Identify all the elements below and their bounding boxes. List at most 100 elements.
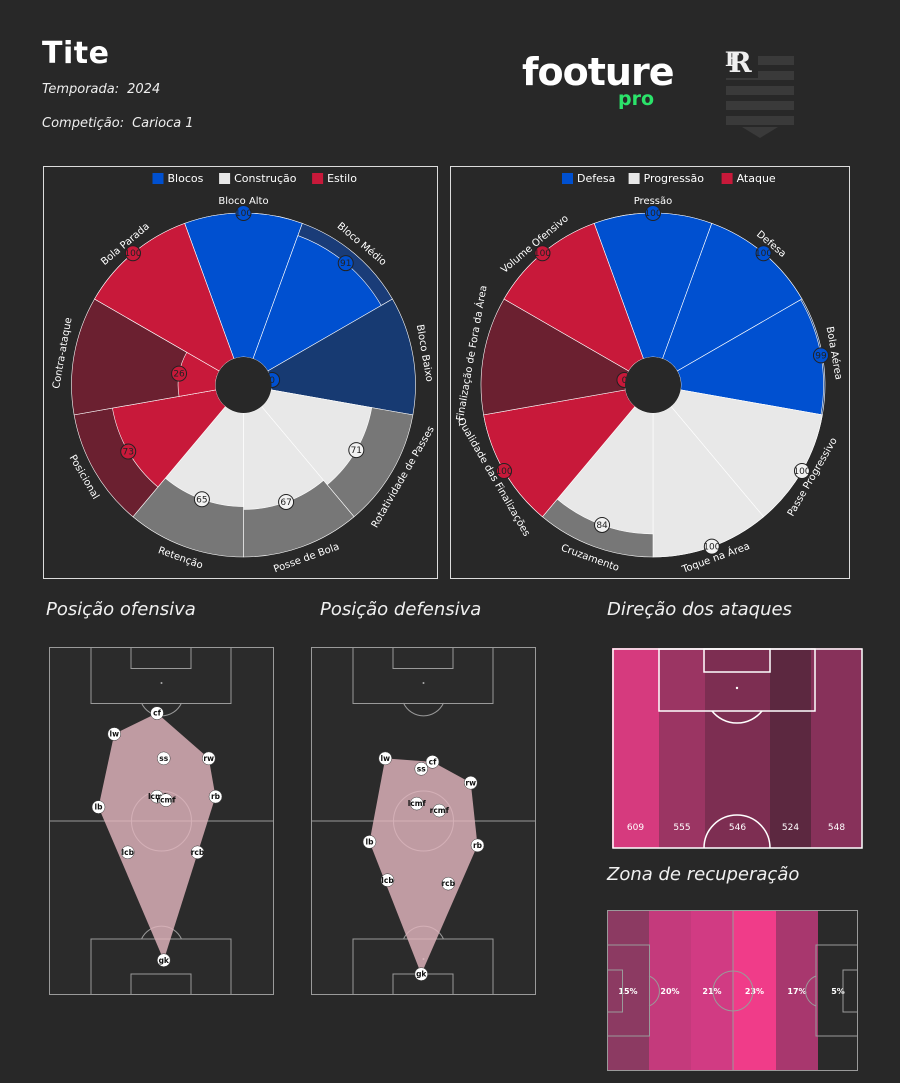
recovery-zone-value: 17%	[787, 987, 806, 996]
category-label: Bloco Baixo	[414, 324, 435, 383]
attack-lane	[770, 648, 811, 848]
player-marker	[414, 967, 428, 981]
attack-lane-value: 555	[673, 823, 690, 833]
value-marker	[193, 491, 210, 508]
recovery-zone-value: 21%	[702, 987, 721, 996]
attack-direction-chart: 609 555 546 524 548	[612, 648, 863, 849]
player-label: lw	[381, 754, 391, 763]
recovery-zone	[691, 910, 733, 1071]
section-title-recovery: Zona de recuperação	[607, 864, 800, 885]
player-label: cf	[153, 709, 161, 718]
recovery-zone	[818, 910, 858, 1071]
value-label: 100	[644, 209, 661, 219]
player-label: rb	[211, 792, 221, 801]
team-shape-hull	[98, 713, 216, 961]
section-title-defensive: Posição defensiva	[320, 599, 482, 620]
player-label: rb	[473, 841, 483, 850]
category-label: Pressão	[634, 196, 673, 207]
season-value: 2024	[127, 82, 161, 97]
value-marker	[171, 365, 188, 382]
season-label: Temporada:	[42, 82, 120, 97]
top-penalty-spot	[160, 682, 163, 684]
value-marker	[703, 538, 720, 555]
player-label: rcb	[441, 879, 455, 888]
player-label: lcb	[122, 848, 135, 857]
player-marker	[159, 793, 173, 807]
legend-swatch	[721, 173, 733, 184]
player-marker	[157, 953, 171, 967]
bottom-goal-box	[130, 973, 192, 995]
player-label: rcmf	[156, 796, 176, 805]
recovery-left-arc	[648, 975, 660, 1007]
value-label: 100	[793, 467, 810, 477]
player-marker	[380, 873, 395, 887]
legend-label: Progressão	[644, 172, 705, 185]
value-label: 91	[340, 259, 351, 269]
player-marker	[107, 727, 121, 741]
value-label: 0	[622, 376, 628, 386]
attack-lane-value: 609	[627, 823, 644, 833]
player-marker	[410, 796, 424, 811]
player-marker	[208, 789, 223, 804]
player-label: lb	[366, 837, 375, 846]
legend-label: Estilo	[327, 172, 357, 185]
legend-swatch	[562, 173, 573, 184]
club-crest-icon: R F	[724, 46, 794, 138]
player-label: lcmf	[148, 792, 167, 801]
legend-swatch	[628, 173, 640, 184]
top-goal-box	[130, 647, 192, 669]
player-marker	[121, 845, 135, 860]
polar-center-hole	[215, 357, 272, 413]
section-title-offensive: Posição ofensiva	[46, 599, 196, 620]
polar-chart-panel-1: Blocos Construção Estilo 100 Bloco Alto 91 Blo…	[43, 166, 438, 579]
competition-value: Carioca 1	[132, 116, 194, 131]
attack-lane-value: 548	[828, 823, 845, 833]
player-marker	[157, 751, 171, 766]
player-marker	[362, 835, 377, 849]
value-marker	[348, 442, 365, 459]
player-label: cf	[429, 757, 437, 766]
value-marker	[755, 245, 772, 262]
player-label: lb	[95, 803, 104, 812]
value-label: 0	[269, 376, 275, 386]
recovery-zone	[649, 910, 691, 1071]
attack-lane	[612, 648, 659, 848]
value-label: 26	[173, 370, 185, 380]
player-label: lcb	[381, 876, 394, 885]
section-title-attacks: Direção dos ataques	[607, 599, 792, 620]
legend-swatch	[219, 173, 231, 184]
recovery-right-arc	[805, 975, 817, 1007]
value-label: 73	[122, 448, 133, 458]
player-marker	[425, 755, 440, 769]
legend-label: Ataque	[737, 172, 776, 185]
value-marker	[124, 245, 141, 262]
recovery-zone	[607, 910, 649, 1071]
polar-chart-panel-2: Defesa Progressão Ataque 100 Pressão 100 Defes…	[450, 166, 850, 579]
attack-penalty-arc	[711, 710, 763, 724]
value-label: 100	[495, 467, 512, 477]
legend-label: Blocos	[168, 172, 204, 185]
value-label: 65	[196, 495, 207, 505]
value-label: 100	[534, 249, 551, 259]
recovery-zone-value: 23%	[745, 987, 764, 996]
value-marker	[534, 245, 551, 262]
value-marker	[278, 493, 295, 510]
player-label: lcmf	[408, 799, 427, 808]
polar-center-hole	[625, 357, 681, 413]
value-marker	[235, 205, 252, 221]
recovery-left-goal-box	[607, 969, 623, 1013]
recovery-zone-chart: 15% 20% 21% 23% 17% 5%	[607, 910, 858, 1071]
value-label: 100	[703, 543, 720, 553]
value-label: 67	[280, 498, 291, 508]
top-penalty-arc	[403, 702, 444, 717]
category-label: Bloco Alto	[218, 196, 268, 207]
value-label: 100	[235, 209, 252, 219]
brand-logo: footure	[522, 50, 674, 94]
attack-lane	[705, 648, 770, 848]
polar-chart-2: Defesa Progressão Ataque 100 Pressão 100 Defes…	[453, 172, 845, 576]
chart-legend: Blocos Construção Estilo	[152, 172, 357, 185]
value-marker	[645, 205, 661, 221]
player-label: gk	[159, 956, 170, 965]
value-marker	[337, 255, 354, 272]
